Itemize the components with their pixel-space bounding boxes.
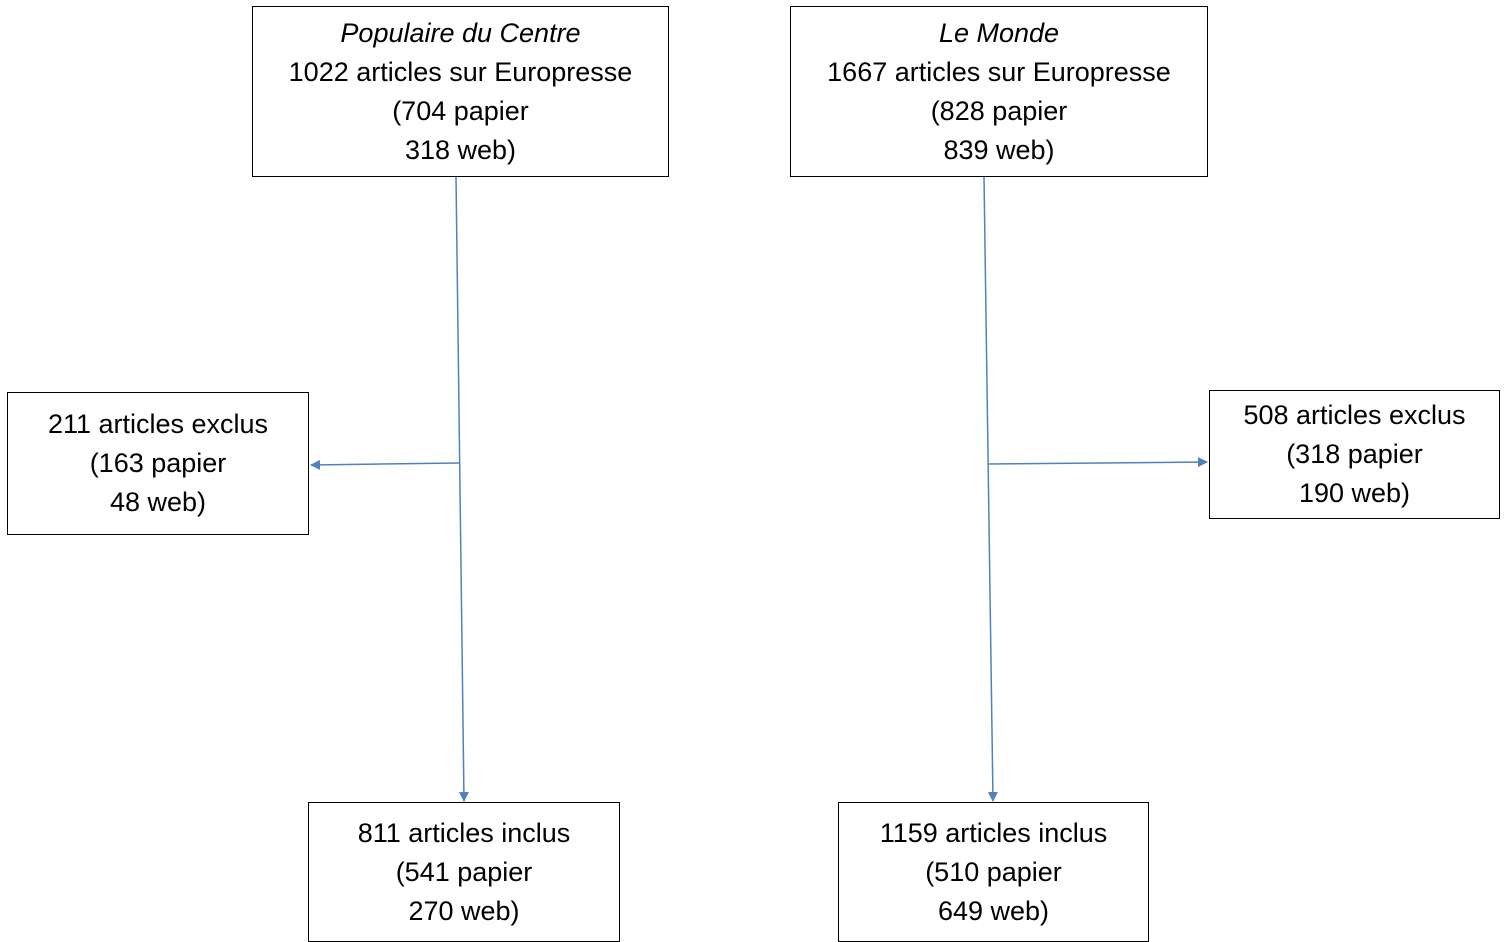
- included-total: 1159 articles inclus: [879, 817, 1108, 848]
- source-box-populaire-du-centre: Populaire du Centre 1022 articles sur Eu…: [252, 6, 669, 177]
- source-title: Le Monde: [938, 17, 1060, 48]
- source-web-count: 839 web): [943, 134, 1055, 165]
- arrow-lm-to-excluded: [987, 457, 1208, 468]
- excluded-box-populaire-du-centre: 211 articles exclus (163 papier 48 web): [7, 392, 309, 535]
- arrow-lm-to-included: [983, 176, 998, 802]
- included-web-count: 270 web): [408, 895, 520, 926]
- source-total: 1667 articles sur Europresse: [827, 56, 1171, 87]
- excluded-total: 508 articles exclus: [1243, 400, 1466, 430]
- source-web-count: 318 web): [404, 134, 517, 165]
- excluded-paper-count: (318 papier: [1286, 439, 1423, 469]
- excluded-box-le-monde: 508 articles exclus (318 papier 190 web): [1209, 390, 1500, 519]
- source-paper-count: (828 papier: [930, 95, 1068, 126]
- excluded-total: 211 articles exclus: [47, 409, 269, 439]
- included-web-count: 649 web): [937, 895, 1050, 926]
- included-paper-count: (541 papier: [395, 856, 533, 887]
- source-title: Populaire du Centre: [340, 17, 581, 48]
- included-paper-count: (510 papier: [925, 856, 1062, 887]
- source-total: 1022 articles sur Europresse: [288, 56, 633, 87]
- included-box-populaire-du-centre: 811 articles inclus (541 papier 270 web): [308, 802, 620, 942]
- source-box-le-monde: Le Monde 1667 articles sur Europresse (8…: [790, 6, 1208, 177]
- included-box-le-monde: 1159 articles inclus (510 papier 649 web…: [838, 802, 1149, 942]
- arrow-pc-to-excluded: [310, 459, 460, 470]
- excluded-web-count: 190 web): [1298, 478, 1411, 508]
- source-paper-count: (704 papier: [392, 95, 529, 126]
- arrow-pc-to-included: [455, 176, 469, 802]
- included-total: 811 articles inclus: [357, 817, 571, 848]
- excluded-web-count: 48 web): [109, 487, 207, 517]
- excluded-paper-count: (163 papier: [89, 448, 227, 478]
